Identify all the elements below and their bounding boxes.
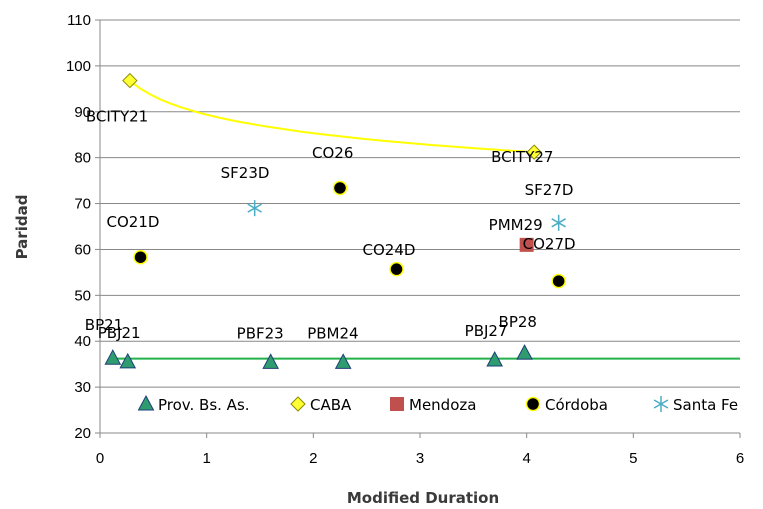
- legend-marker-asterisk: [653, 396, 669, 412]
- point-PMM29: [519, 237, 534, 252]
- legend-marker-triangle: [137, 394, 155, 411]
- point-PBJ21: [119, 352, 137, 369]
- y-tick-label: 20: [74, 425, 91, 442]
- x-tick-label: 1: [202, 450, 210, 467]
- y-tick-label: 100: [66, 58, 91, 75]
- point-BCITY21: [122, 72, 138, 89]
- point-label-BCITY27: BCITY27: [491, 148, 553, 166]
- point-CO27D: [551, 273, 566, 289]
- point-PBM24: [334, 353, 352, 369]
- point-label-CO21D: CO21D: [107, 213, 160, 231]
- y-tick-label: 30: [74, 379, 91, 396]
- y-tick-label: 50: [74, 287, 91, 304]
- y-tick-label: 60: [74, 241, 91, 258]
- y-tick-label: 90: [74, 104, 91, 121]
- point-CO26: [332, 180, 348, 196]
- point-label-SF23D: SF23D: [221, 164, 270, 182]
- legend-marker-square: [390, 397, 404, 411]
- legend: Prov. Bs. As. CABA Mendoza Córdoba Santa Fe: [137, 394, 738, 414]
- y-tick-label: 80: [74, 150, 91, 167]
- point-CO24D: [389, 261, 404, 277]
- axes: 20 30 40 50 60 70 80 90 100 110 0 1 2 3 4 5 6: [66, 12, 744, 467]
- point-label-BCITY21: BCITY21: [86, 108, 148, 126]
- point-label-CO27D: CO27D: [523, 235, 576, 253]
- point-label-PBF23: PBF23: [237, 324, 284, 342]
- x-tick-label: 0: [96, 450, 104, 467]
- x-axis-title: Modified Duration: [347, 489, 499, 507]
- asterisk-stroke: [551, 218, 566, 228]
- point-label-CO24D: CO24D: [363, 241, 416, 259]
- point-BP21: [104, 349, 122, 365]
- legend-label: Córdoba: [545, 396, 608, 414]
- point-BCITY27: [526, 144, 542, 160]
- y-tick-label: 70: [74, 196, 91, 213]
- data-points: [104, 72, 566, 369]
- trendlines: [110, 79, 740, 360]
- point-label-CO26: CO26: [312, 144, 353, 162]
- point-label-PMM29: PMM29: [489, 216, 543, 234]
- point-BP28: [516, 344, 533, 360]
- x-tick-label: 5: [629, 450, 637, 467]
- y-tick-label: 110: [67, 12, 91, 29]
- asterisk-stroke: [247, 203, 262, 213]
- legend-marker-circle: [525, 396, 541, 412]
- x-tick-label: 6: [736, 450, 744, 467]
- legend-label: CABA: [310, 396, 352, 414]
- x-tick-label: 3: [416, 450, 424, 467]
- point-label-PBJ21: PBJ21: [98, 324, 141, 342]
- point-label-PBJ27: PBJ27: [465, 322, 508, 340]
- legend-label: Santa Fe: [673, 396, 738, 414]
- x-tick-label: 2: [309, 450, 317, 467]
- point-label-SF27D: SF27D: [525, 181, 574, 199]
- y-axis-title: Paridad: [13, 195, 31, 260]
- asterisk-stroke: [653, 399, 669, 409]
- point-label-BP28: BP28: [499, 313, 537, 331]
- gridlines: [100, 19, 740, 388]
- point-SF23D: [247, 200, 262, 217]
- legend-label: Mendoza: [409, 396, 476, 414]
- x-tick-label: 4: [522, 450, 530, 467]
- y-tick-label: 40: [74, 333, 91, 350]
- point-label-PBM24: PBM24: [307, 324, 358, 342]
- point-label-BP21: BP21: [85, 316, 123, 334]
- legend-label: Prov. Bs. As.: [158, 396, 250, 414]
- point-PBJ27: [486, 350, 504, 367]
- point-PBF23: [262, 353, 280, 369]
- point-CO21D: [133, 249, 148, 265]
- legend-marker-diamond: [290, 396, 306, 412]
- point-SF27D: [551, 214, 566, 231]
- trendline-diamond: [129, 79, 535, 154]
